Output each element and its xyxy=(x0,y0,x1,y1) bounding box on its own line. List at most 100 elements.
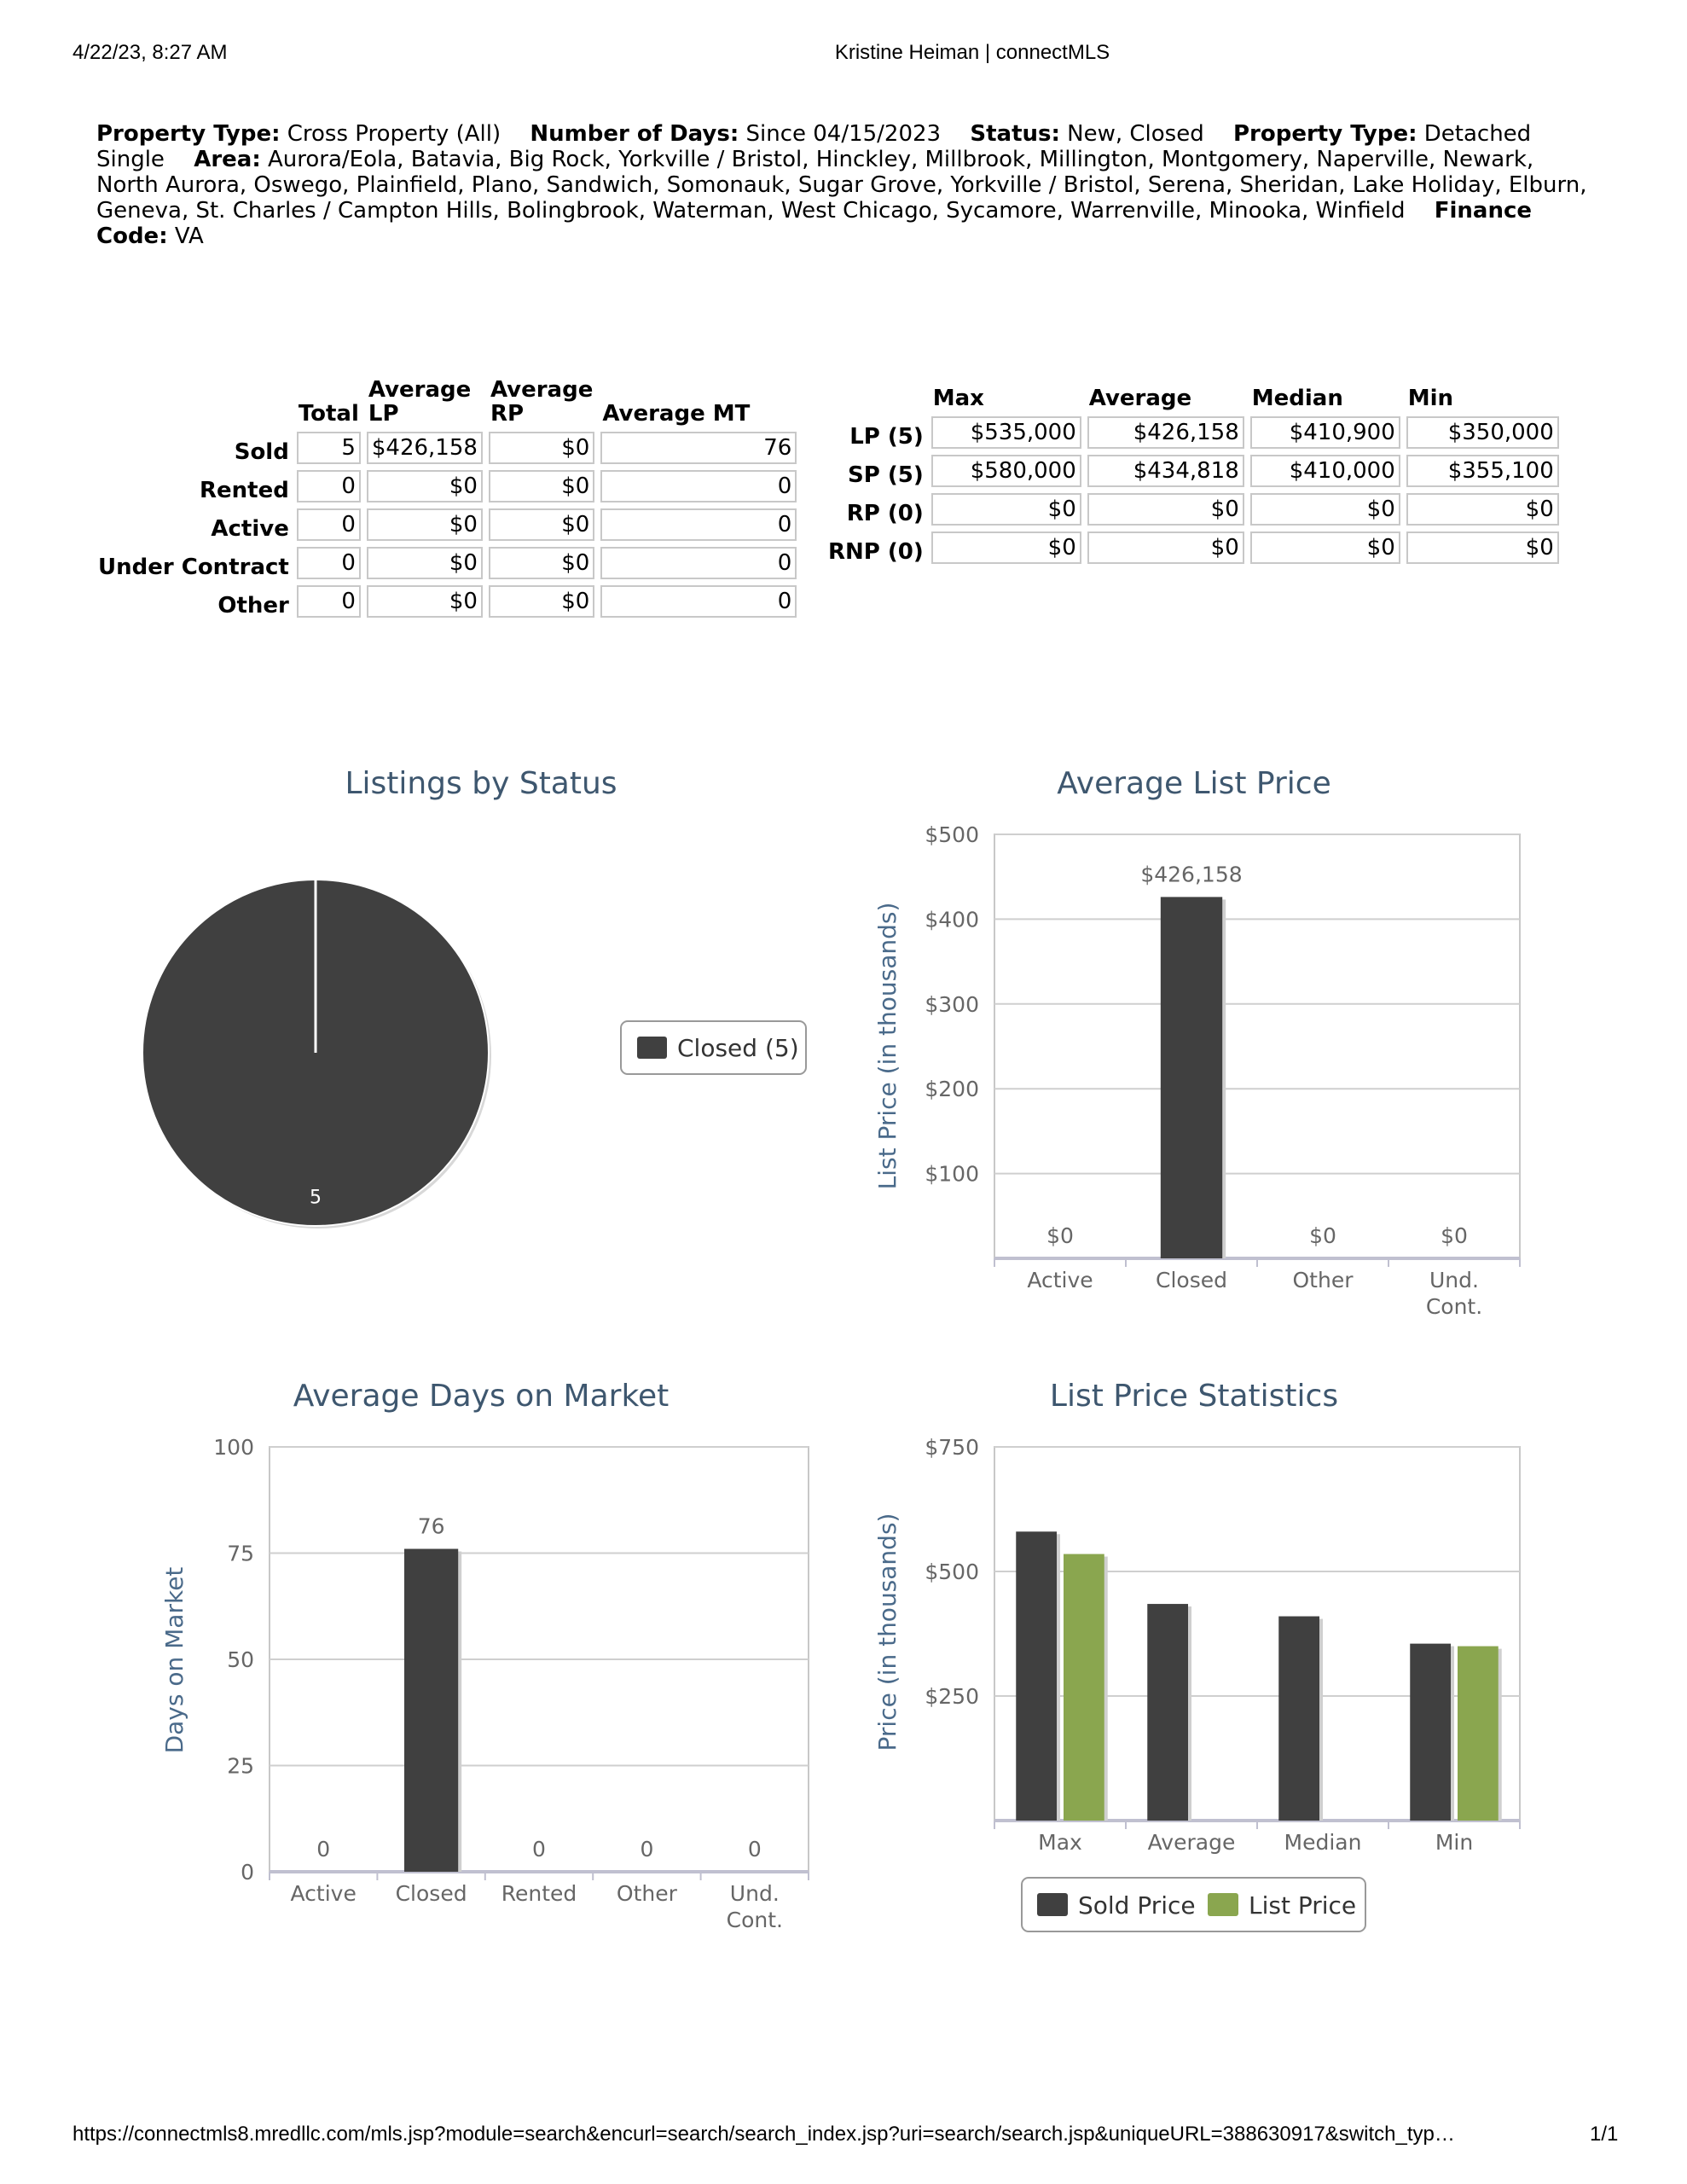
x-tick-label: Active xyxy=(290,1881,357,1906)
column-header: Max xyxy=(932,386,984,411)
table-cell: 0 xyxy=(296,470,361,502)
criteria-value: New, Closed xyxy=(1067,121,1204,147)
y-tick-label: $400 xyxy=(925,907,979,932)
y-tick-label: 50 xyxy=(227,1647,254,1672)
criteria-value: Aurora/Eola, Batavia, Big Rock, Yorkvill… xyxy=(96,147,1587,224)
data-label: 5 xyxy=(310,1187,322,1208)
criteria-value: Cross Property (All) xyxy=(287,121,501,147)
data-label: 0 xyxy=(748,1837,762,1862)
chart-title: Average List Price xyxy=(1057,766,1330,801)
table-cell: $0 xyxy=(1087,531,1244,564)
legend-box xyxy=(1021,1877,1366,1932)
x-tick-label: Closed xyxy=(1156,1268,1227,1292)
table-cell: 0 xyxy=(600,470,797,502)
y-tick-label: $250 xyxy=(925,1684,979,1709)
summary-table: Total Average LP Average RP Average MT Sold 5… xyxy=(90,372,803,624)
table-cell: $0 xyxy=(1087,493,1244,526)
row-label: RP (0) xyxy=(846,501,924,526)
table-cell: $0 xyxy=(366,470,483,502)
table-cell: $0 xyxy=(1406,531,1559,564)
table-cell: 0 xyxy=(296,585,361,618)
table-cell: $0 xyxy=(488,508,595,541)
table-cell: $0 xyxy=(366,547,483,579)
bar xyxy=(1147,1604,1188,1821)
table-cell: 0 xyxy=(296,547,361,579)
legend-box xyxy=(620,1020,807,1075)
x-tick-label: Closed xyxy=(395,1881,467,1906)
data-label: 0 xyxy=(532,1837,546,1862)
x-tick-label: Rented xyxy=(501,1881,577,1906)
x-tick-label: Und. Cont. xyxy=(726,1881,783,1932)
criteria-label: Number of Days: xyxy=(530,121,739,147)
row-label: Sold xyxy=(234,439,289,465)
chart-title: Average Days on Market xyxy=(293,1379,670,1414)
table-cell: $410,000 xyxy=(1249,455,1400,487)
table-row: SP (5) $580,000 $434,818 $410,000 $355,100 xyxy=(826,455,1559,487)
data-label: 0 xyxy=(640,1837,653,1862)
header-row: Max Average Median Min xyxy=(826,386,1559,410)
legend-label: Closed (5) xyxy=(677,1034,799,1062)
table-row: Rented 0 $0 $0 0 xyxy=(96,470,797,502)
bar xyxy=(1064,1554,1104,1821)
table-cell: $0 xyxy=(930,531,1081,564)
criteria-label: Property Type: xyxy=(1233,121,1417,147)
table-cell: $0 xyxy=(366,585,483,618)
table-cell: $0 xyxy=(366,508,483,541)
table-row: RNP (0) $0 $0 $0 $0 xyxy=(826,531,1559,564)
row-label: RNP (0) xyxy=(828,539,924,565)
table-row: LP (5) $535,000 $426,158 $410,900 $350,000 xyxy=(826,416,1559,449)
x-tick-label: Other xyxy=(616,1881,677,1906)
table-cell: $0 xyxy=(1249,531,1400,564)
table-cell: $355,100 xyxy=(1406,455,1559,487)
bar xyxy=(1160,897,1223,1258)
header-row: Total Average LP Average RP Average MT xyxy=(96,378,797,426)
search-criteria: Property Type: Cross Property (All) Numb… xyxy=(96,121,1597,249)
y-tick-label: 75 xyxy=(227,1542,254,1566)
table-row: RP (0) $0 $0 $0 $0 xyxy=(826,493,1559,526)
legend-swatch xyxy=(637,1037,667,1059)
print-datetime: 4/22/23, 8:27 AM xyxy=(72,41,228,64)
criteria-label: Status: xyxy=(970,121,1060,147)
bar xyxy=(1278,1616,1319,1821)
column-header: Average RP xyxy=(490,377,594,427)
x-tick-label: Active xyxy=(1027,1268,1093,1292)
footer-url: https://connectmls8.mredllc.com/mls.jsp?… xyxy=(72,2123,1455,2146)
y-tick-label: 25 xyxy=(227,1754,254,1779)
row-label: SP (5) xyxy=(848,462,924,488)
y-tick-label: $300 xyxy=(925,992,979,1017)
bar xyxy=(1410,1643,1451,1821)
table-cell: 76 xyxy=(600,432,797,464)
y-tick-label: $100 xyxy=(925,1162,979,1187)
criteria-value: Detached Single xyxy=(96,121,1532,172)
criteria-label: Property Type: xyxy=(96,121,281,147)
table-cell: 0 xyxy=(296,508,361,541)
y-tick-label: $200 xyxy=(925,1077,979,1101)
bar xyxy=(404,1548,459,1872)
column-header: Total xyxy=(298,401,359,427)
table-cell: $0 xyxy=(1249,493,1400,526)
legend-label: List Price xyxy=(1249,1891,1356,1920)
table-cell: $0 xyxy=(930,493,1081,526)
y-tick-label: $500 xyxy=(925,1560,979,1584)
row-label: Active xyxy=(211,516,289,542)
table-cell: $0 xyxy=(488,585,595,618)
table-cell: 0 xyxy=(600,585,797,618)
table-row: Active 0 $0 $0 0 xyxy=(96,508,797,541)
table-cell: $0 xyxy=(488,432,595,464)
table-cell: $580,000 xyxy=(930,455,1081,487)
data-label: $0 xyxy=(1046,1223,1074,1248)
legend-swatch xyxy=(1037,1893,1068,1916)
y-axis-label: List Price (in thousands) xyxy=(873,903,901,1190)
table-cell: $434,818 xyxy=(1087,455,1244,487)
data-label: $0 xyxy=(1441,1223,1468,1248)
y-tick-label: 100 xyxy=(213,1435,254,1460)
data-label: 76 xyxy=(418,1514,445,1539)
column-header: Min xyxy=(1407,386,1454,411)
data-label: 0 xyxy=(316,1837,330,1862)
table-cell: $410,900 xyxy=(1249,416,1400,449)
y-axis-label: Price (in thousands) xyxy=(873,1513,901,1751)
criteria-value: Since 04/15/2023 xyxy=(745,121,942,147)
column-header: Average LP xyxy=(368,377,472,427)
